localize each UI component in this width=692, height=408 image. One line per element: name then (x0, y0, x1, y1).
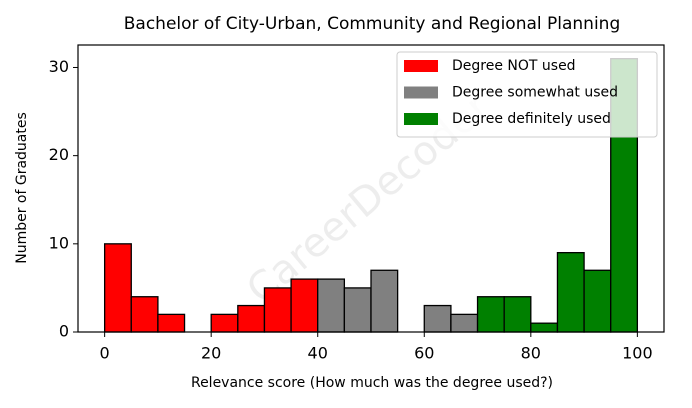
bar (290, 278, 319, 333)
bar (343, 287, 372, 333)
x-tick-label: 60 (414, 344, 434, 363)
legend-box (396, 51, 658, 138)
chart-title: Bachelor of City-Urban, Community and Re… (124, 14, 621, 34)
y-tick-label: 0 (59, 322, 69, 341)
legend-swatch (404, 113, 438, 125)
y-tick-label: 10 (49, 233, 69, 252)
bar (263, 287, 292, 333)
y-tick-label: 30 (49, 57, 69, 76)
bar (556, 251, 585, 333)
bar (450, 313, 479, 333)
x-tick-label: 40 (308, 344, 328, 363)
bar (103, 243, 132, 333)
bar (317, 278, 346, 333)
x-tick-label: 20 (201, 344, 221, 363)
y-tick-label: 20 (49, 145, 69, 164)
x-tick-label: 0 (100, 344, 110, 363)
bar (237, 304, 266, 333)
y-axis-label: Number of Graduates (14, 112, 30, 264)
bar (530, 322, 559, 333)
bar (476, 296, 505, 333)
legend-swatch (404, 86, 438, 99)
legend-swatch (404, 60, 438, 72)
bar (130, 296, 159, 333)
bar (423, 304, 452, 333)
bar (370, 269, 399, 333)
bar (210, 313, 239, 333)
bar (157, 313, 186, 333)
legend-label: Degree somewhat used (452, 85, 618, 101)
legend-label: Degree NOT used (452, 58, 576, 74)
bar (503, 296, 532, 333)
x-axis-label: Relevance score (How much was the degree… (191, 375, 553, 391)
x-tick-label: 100 (622, 344, 653, 363)
legend-label: Degree definitely used (452, 111, 611, 127)
x-tick-label: 80 (521, 344, 541, 363)
bar (583, 269, 612, 333)
plot-frame (77, 44, 665, 333)
